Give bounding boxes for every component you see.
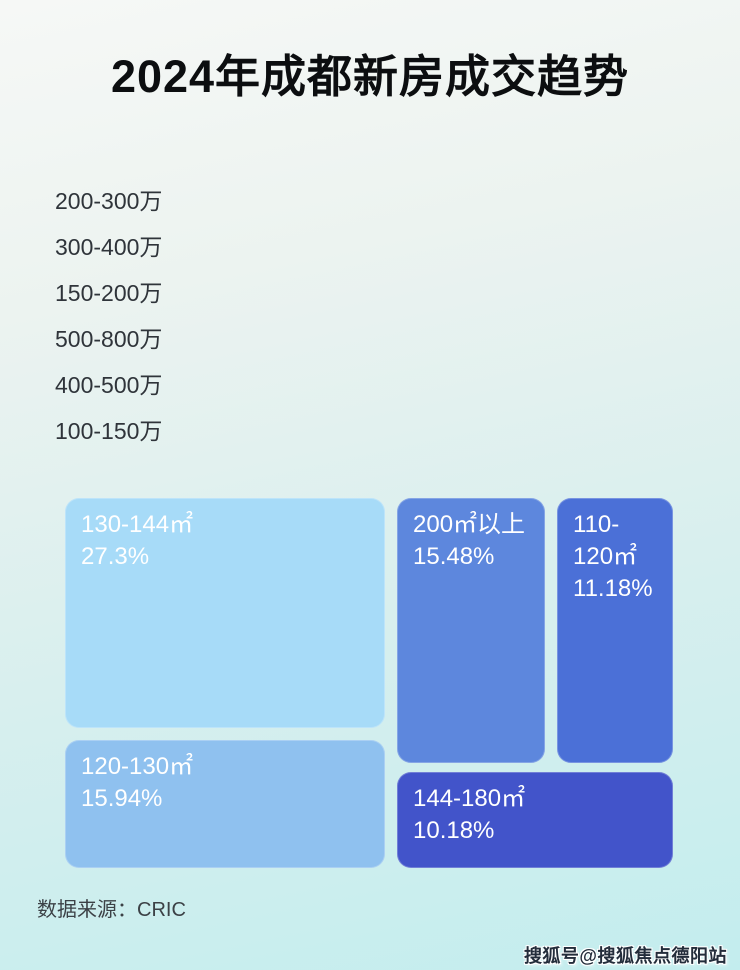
treemap-box-label: 110-120㎡ (573, 511, 638, 570)
bar-row: 500-800万 (55, 314, 660, 360)
treemap-box-144-180: 144-180㎡ 10.18% (397, 772, 673, 868)
treemap-box-percent: 11.18% (573, 575, 653, 602)
treemap-box-percent: 15.48% (413, 543, 495, 570)
data-source-note: 数据来源：CRIC (37, 899, 186, 921)
price-band-bar-chart: 200-300万 300-400万 150-200万 500-800万 400-… (55, 176, 660, 452)
sohu-watermark: 搜狐号@搜狐焦点德阳站 (523, 946, 727, 966)
bar-category-label: 500-800万 (55, 326, 163, 352)
bar-row: 100-150万 (55, 406, 660, 452)
treemap-box-110-120: 110-120㎡ 11.18% (557, 498, 673, 763)
bar-category-label: 300-400万 (55, 234, 163, 260)
treemap-box-label: 130-144㎡ (81, 511, 194, 538)
treemap-box-percent: 27.3% (81, 543, 150, 570)
bar-category-label: 100-150万 (55, 418, 163, 444)
bar-category-label: 200-300万 (55, 188, 163, 214)
treemap-box-label: 144-180㎡ (413, 785, 526, 812)
bar-row: 150-200万 (55, 268, 660, 314)
treemap-box-label: 200㎡以上 (413, 511, 526, 538)
bar-row: 200-300万 (55, 176, 660, 222)
treemap-box-120-130: 120-130㎡ 15.94% (65, 740, 385, 868)
bar-row: 400-500万 (55, 360, 660, 406)
treemap-box-200-plus: 200㎡以上 15.48% (397, 498, 545, 763)
page-title: 2024年成都新房成交趋势 (110, 51, 630, 102)
bar-row: 300-400万 (55, 222, 660, 268)
treemap-box-130-144: 130-144㎡ 27.3% (65, 498, 385, 728)
treemap-box-label: 120-130㎡ (81, 753, 194, 780)
bar-category-label: 400-500万 (55, 372, 163, 398)
bar-category-label: 150-200万 (55, 280, 163, 306)
treemap-box-percent: 10.18% (413, 817, 495, 844)
treemap-box-percent: 15.94% (81, 785, 163, 812)
